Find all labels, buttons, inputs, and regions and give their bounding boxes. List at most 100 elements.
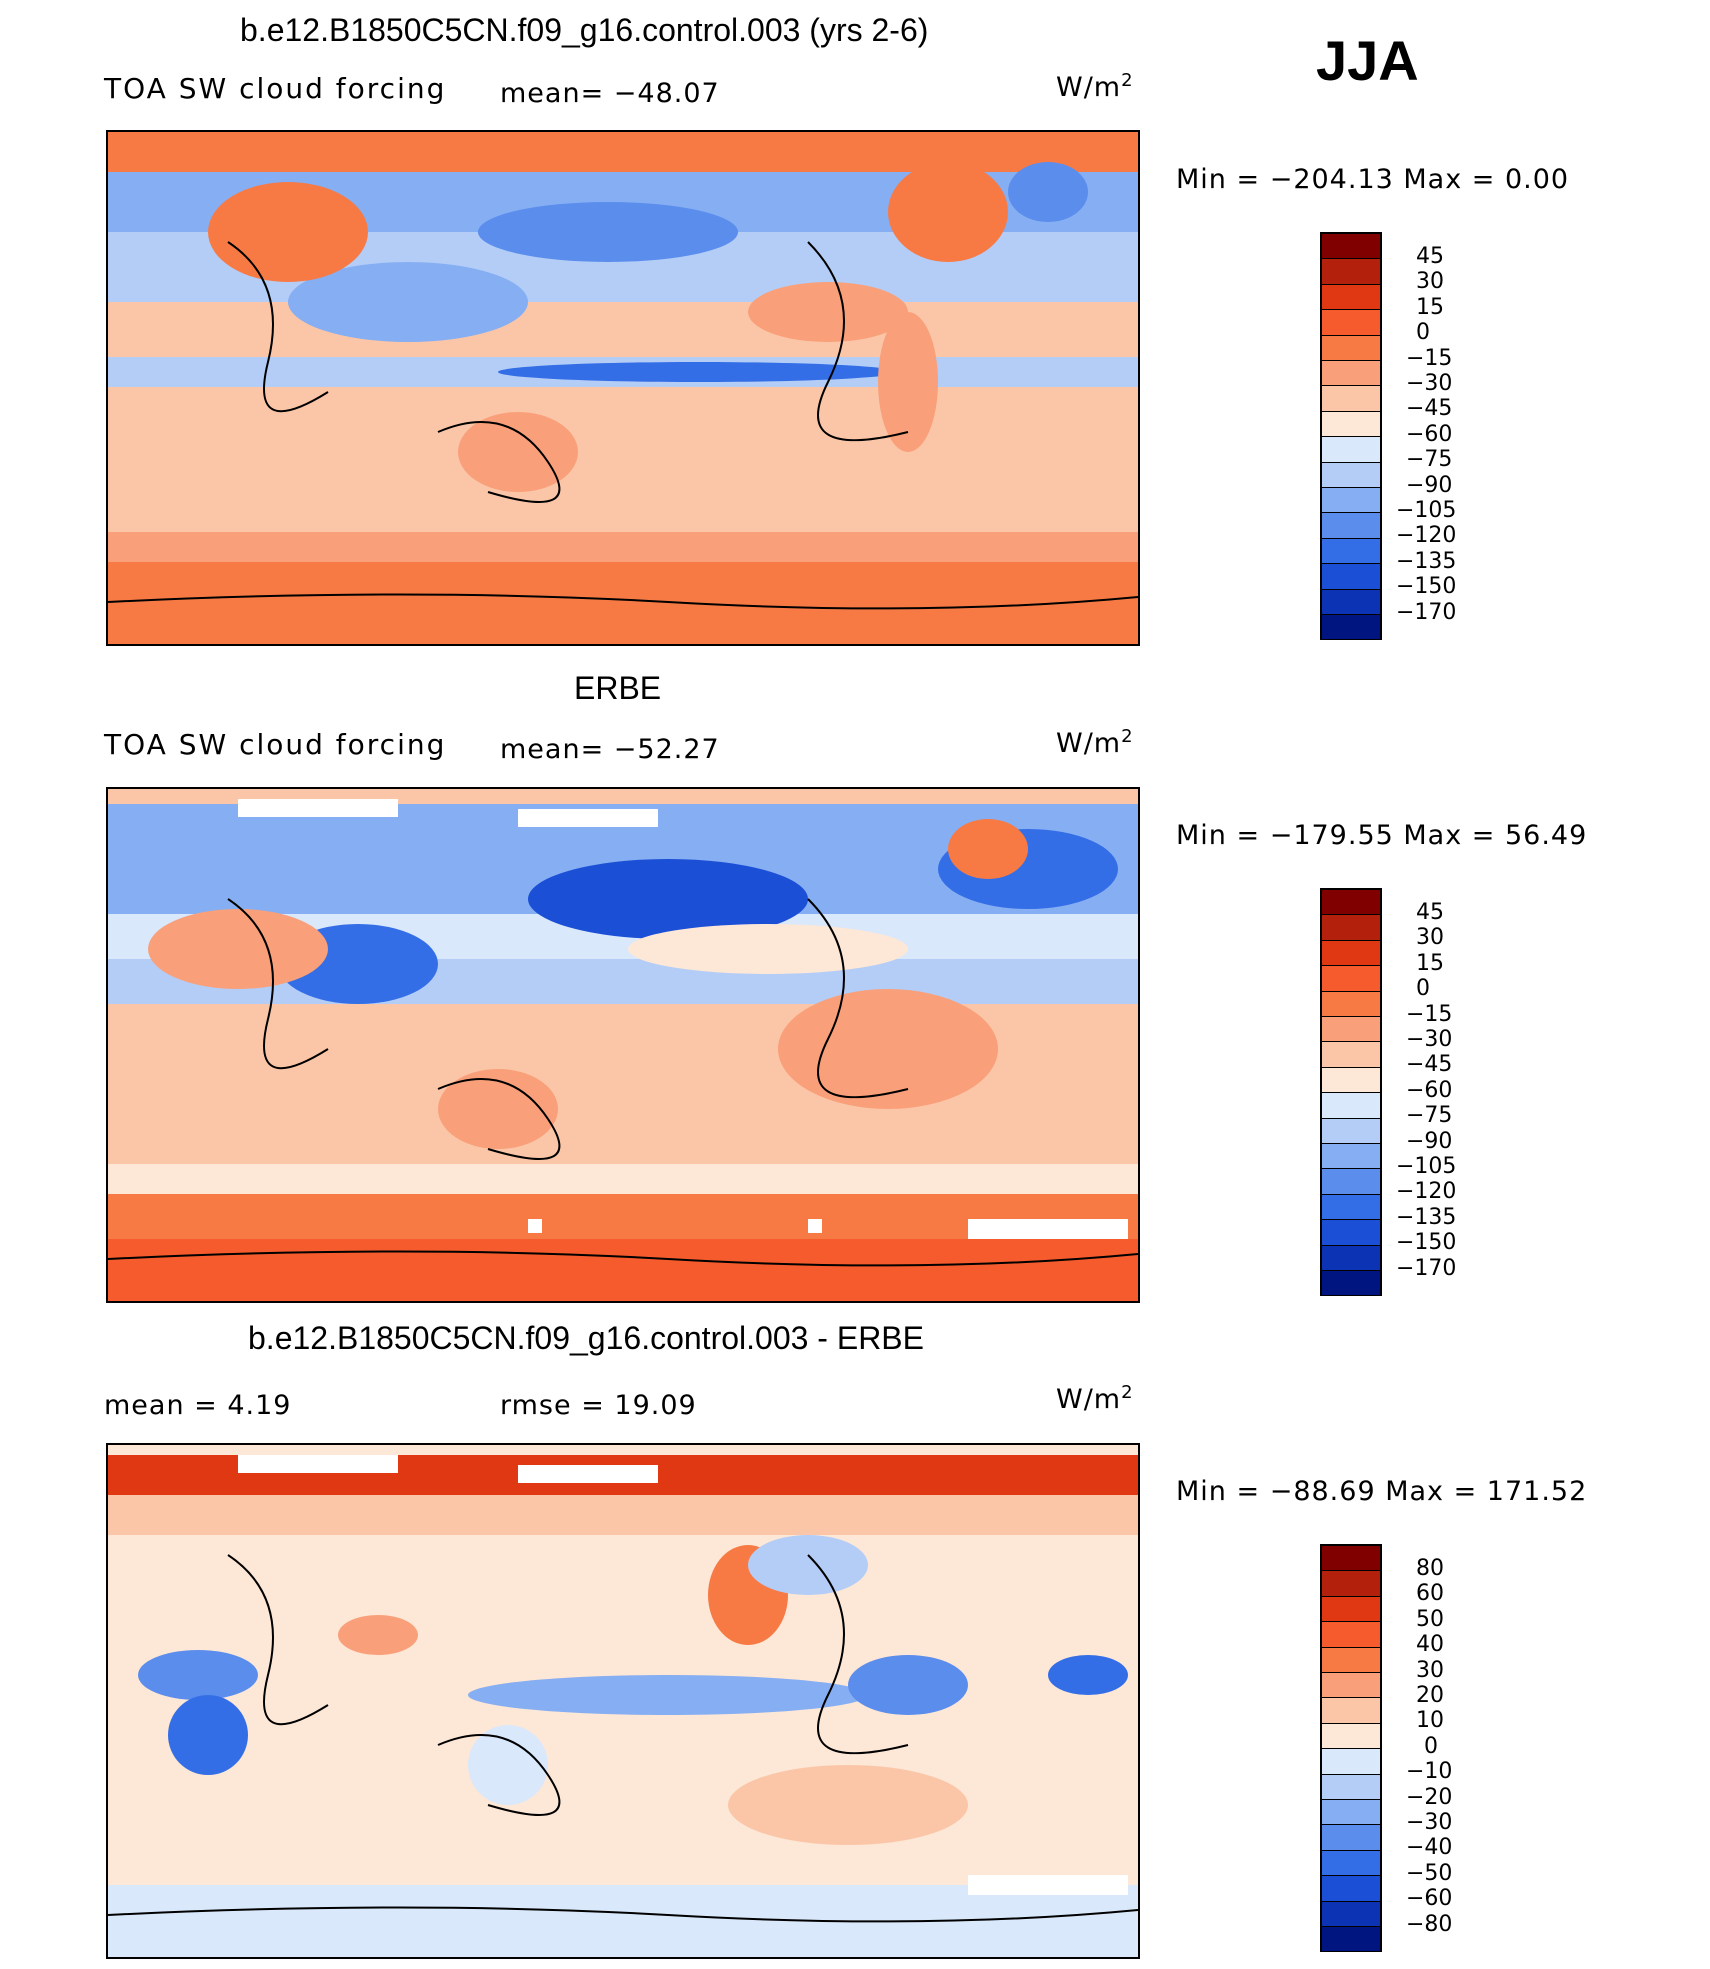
season-label: JJA [1316, 29, 1419, 92]
units-label: W/m2 [1056, 1382, 1134, 1415]
colorbar-tick: −170 [1396, 1256, 1457, 1281]
colorbar-tick: 40 [1416, 1632, 1444, 1657]
colorbar-tick: 30 [1416, 269, 1444, 294]
variable-label: TOA SW cloud forcing [104, 728, 447, 761]
map-diff-field [107, 1445, 1139, 1957]
colorbar-tick: −15 [1406, 346, 1453, 371]
colorbar-tick: 15 [1416, 951, 1444, 976]
colorbar-segment [1322, 513, 1380, 539]
colorbar-segment [1322, 1825, 1380, 1851]
colorbar-segment [1322, 564, 1380, 590]
colorbar-tick: −150 [1396, 1230, 1457, 1255]
colorbar-tick: −170 [1396, 600, 1457, 625]
colorbar-segment [1322, 1571, 1380, 1597]
colorbar-segment [1322, 1774, 1380, 1800]
colorbar-segment [1322, 966, 1380, 992]
colorbar-segment [1322, 1271, 1380, 1297]
mean-value: mean= −52.27 [500, 734, 720, 765]
map-obs [106, 787, 1140, 1303]
colorbar-segment [1322, 1698, 1380, 1724]
colorbar-segment [1322, 361, 1380, 387]
colorbar-segment [1322, 1901, 1380, 1927]
units-label: W/m2 [1056, 726, 1134, 759]
colorbar-tick: −30 [1406, 1027, 1453, 1052]
colorbar-segment [1322, 1017, 1380, 1043]
colorbar-segment [1322, 386, 1380, 412]
colorbar-segment [1322, 615, 1380, 641]
units-label: W/m2 [1056, 70, 1134, 103]
colorbar-tick: −135 [1396, 549, 1457, 574]
colorbar-segment [1322, 915, 1380, 941]
colorbar-segment [1322, 1876, 1380, 1902]
panel-title: ERBE [574, 670, 662, 706]
colorbar-segment [1322, 1723, 1380, 1750]
colorbar-segment [1322, 1850, 1380, 1877]
colorbar-tick: 45 [1416, 900, 1444, 925]
colorbar-segment [1322, 411, 1380, 438]
colorbar-segment [1322, 1245, 1380, 1271]
colorbar-segment [1322, 1067, 1380, 1094]
colorbar-segment [1322, 991, 1380, 1017]
colorbar-tick: −30 [1406, 371, 1453, 396]
colorbar-tick: 20 [1416, 1683, 1444, 1708]
colorbar-tick: 80 [1416, 1556, 1444, 1581]
colorbar-tick: −120 [1396, 523, 1457, 548]
colorbar-tick: −90 [1406, 473, 1453, 498]
colorbar [1320, 232, 1382, 641]
colorbar-segment [1322, 1647, 1380, 1673]
colorbar-segment [1322, 310, 1380, 336]
colorbar-segment [1322, 335, 1380, 361]
mean-value: mean = 4.19 [104, 1390, 292, 1421]
panel-title: b.e12.B1850C5CN.f09_g16.control.003 - ER… [248, 1320, 924, 1356]
colorbar-tick: −120 [1396, 1179, 1457, 1204]
colorbar-segment [1322, 1927, 1380, 1953]
min-max-label: Min = −179.55 Max = 56.49 [1176, 820, 1588, 851]
colorbar-tick: −90 [1406, 1129, 1453, 1154]
colorbar-segment [1322, 1673, 1380, 1699]
colorbar-segment [1322, 1220, 1380, 1246]
colorbar-segment [1322, 1194, 1380, 1221]
colorbar-tick: 60 [1416, 1581, 1444, 1606]
colorbar-segment [1322, 1800, 1380, 1826]
colorbar-segment [1322, 589, 1380, 615]
mean-value: mean= −48.07 [500, 78, 720, 109]
min-max-label: Min = −88.69 Max = 171.52 [1176, 1476, 1588, 1507]
colorbar-tick: 15 [1416, 295, 1444, 320]
colorbar [1320, 888, 1382, 1297]
colorbar-tick: −75 [1406, 447, 1453, 472]
colorbar-segment [1322, 284, 1380, 311]
panel-title: b.e12.B1850C5CN.f09_g16.control.003 (yrs… [240, 12, 929, 48]
colorbar-tick: 30 [1416, 1658, 1444, 1683]
colorbar-tick: −105 [1396, 1154, 1457, 1179]
colorbar-segment [1322, 940, 1380, 967]
colorbar-tick: −60 [1406, 1886, 1453, 1911]
map-model-field [107, 132, 1139, 644]
colorbar-tick: −10 [1406, 1759, 1453, 1784]
colorbar-tick: 50 [1416, 1607, 1444, 1632]
colorbar-tick: −75 [1406, 1103, 1453, 1128]
colorbar-tick: 30 [1416, 925, 1444, 950]
colorbar-segment [1322, 1118, 1380, 1144]
colorbar-segment [1322, 437, 1380, 463]
colorbar-segment [1322, 1093, 1380, 1119]
rmse-value: rmse = 19.09 [500, 1390, 697, 1421]
colorbar-tick: −60 [1406, 1078, 1453, 1103]
colorbar-tick: −105 [1396, 498, 1457, 523]
colorbar-segment [1322, 488, 1380, 514]
colorbar-segment [1322, 890, 1380, 916]
colorbar-tick: −80 [1406, 1912, 1453, 1937]
variable-label: TOA SW cloud forcing [104, 72, 447, 105]
colorbar-tick: −135 [1396, 1205, 1457, 1230]
colorbar-segment [1322, 462, 1380, 488]
colorbar-tick: −45 [1406, 1052, 1453, 1077]
min-max-label: Min = −204.13 Max = 0.00 [1176, 164, 1570, 195]
colorbar-segment [1322, 1596, 1380, 1623]
colorbar-segment [1322, 234, 1380, 260]
map-diff [106, 1443, 1140, 1959]
colorbar-tick: 10 [1416, 1708, 1444, 1733]
colorbar-tick: −150 [1396, 574, 1457, 599]
colorbar-tick: −50 [1406, 1861, 1453, 1886]
colorbar-segment [1322, 1749, 1380, 1775]
colorbar-tick: −20 [1406, 1785, 1453, 1810]
map-model [106, 130, 1140, 646]
